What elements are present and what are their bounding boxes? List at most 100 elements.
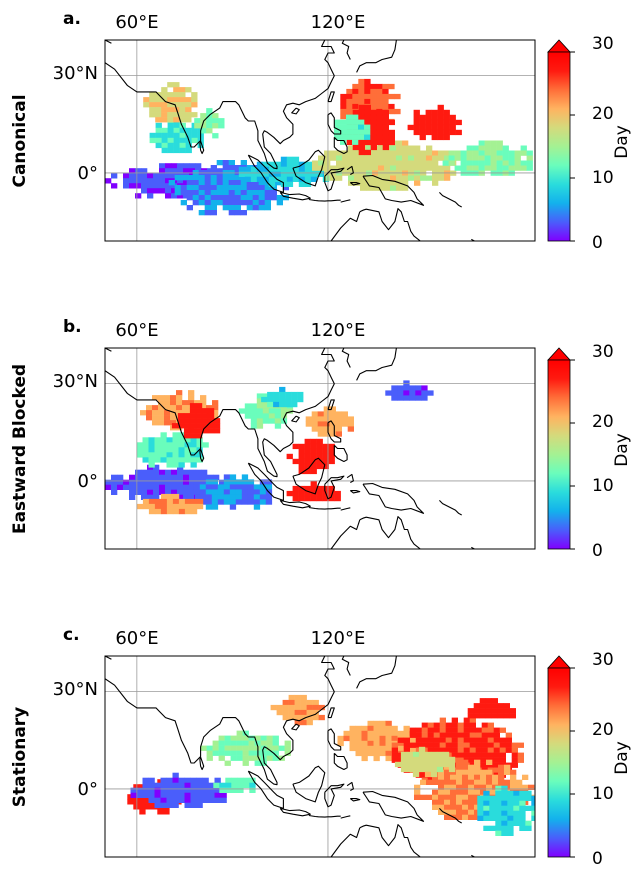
data-cell bbox=[189, 474, 196, 480]
data-cell bbox=[171, 193, 178, 199]
data-cell bbox=[491, 703, 498, 709]
data-cell bbox=[456, 774, 463, 780]
data-cell bbox=[159, 188, 166, 194]
data-cell bbox=[262, 418, 270, 424]
data-cell bbox=[193, 484, 201, 490]
data-cell bbox=[426, 175, 433, 181]
data-cell bbox=[286, 156, 294, 162]
data-cell bbox=[337, 735, 344, 742]
data-cell bbox=[352, 103, 359, 110]
row-label: Stationary bbox=[10, 707, 30, 808]
data-cell bbox=[237, 777, 244, 783]
data-cell bbox=[456, 804, 463, 810]
colorbar-extend-arrow bbox=[547, 655, 571, 669]
data-cell bbox=[432, 789, 439, 795]
data-cell bbox=[358, 149, 365, 156]
data-cell bbox=[456, 759, 463, 765]
data-cell bbox=[185, 87, 192, 93]
data-cell bbox=[424, 761, 432, 768]
data-cell bbox=[280, 171, 288, 177]
data-cell bbox=[388, 103, 395, 110]
data-cell bbox=[391, 735, 398, 742]
data-cell bbox=[304, 171, 312, 177]
data-cell bbox=[159, 178, 166, 184]
data-cell bbox=[240, 160, 247, 166]
data-cell bbox=[436, 751, 444, 758]
data-cell bbox=[329, 426, 336, 432]
coastline bbox=[324, 167, 345, 192]
data-cell bbox=[373, 745, 380, 752]
data-cell bbox=[310, 453, 317, 460]
data-cell bbox=[159, 173, 166, 179]
data-cell bbox=[268, 413, 276, 419]
data-cell bbox=[210, 190, 217, 196]
data-cell bbox=[222, 180, 229, 186]
data-cell bbox=[189, 163, 196, 169]
data-cell bbox=[266, 740, 273, 746]
data-cell bbox=[496, 155, 503, 161]
data-cell bbox=[159, 489, 166, 495]
data-cell bbox=[264, 200, 271, 206]
data-cell bbox=[252, 205, 259, 211]
data-cell bbox=[172, 457, 179, 463]
data-cell bbox=[409, 390, 416, 396]
coastline bbox=[199, 140, 205, 155]
data-cell bbox=[187, 494, 195, 500]
data-cell bbox=[396, 175, 403, 181]
data-cell bbox=[358, 98, 365, 105]
data-cell bbox=[242, 735, 249, 741]
data-cell bbox=[158, 405, 165, 411]
data-cell bbox=[210, 175, 217, 181]
map-area bbox=[104, 39, 536, 242]
lat-tick-label: 30°N bbox=[53, 63, 98, 84]
data-cell bbox=[310, 485, 317, 492]
data-cell bbox=[487, 752, 494, 758]
data-cell bbox=[217, 499, 225, 505]
data-cell bbox=[425, 114, 432, 121]
data-cell bbox=[505, 737, 512, 743]
data-cell bbox=[222, 165, 229, 171]
data-cell bbox=[172, 503, 180, 510]
colorbar-tick-label: 30 bbox=[592, 342, 614, 362]
data-cell bbox=[195, 408, 203, 414]
data-cell bbox=[153, 178, 160, 184]
data-cell bbox=[190, 457, 197, 463]
data-cell bbox=[448, 150, 455, 156]
data-cell bbox=[230, 735, 237, 741]
data-cell bbox=[501, 830, 508, 836]
data-cell bbox=[161, 112, 168, 118]
data-cell bbox=[147, 479, 154, 485]
data-cell bbox=[414, 180, 421, 186]
data-cell bbox=[379, 750, 386, 757]
data-cell bbox=[274, 171, 282, 177]
data-cell bbox=[291, 396, 298, 403]
data-cell bbox=[415, 390, 422, 396]
data-cell bbox=[444, 779, 451, 785]
data-cell bbox=[508, 150, 515, 156]
data-cell bbox=[300, 719, 307, 726]
data-cell bbox=[179, 117, 186, 123]
data-cell bbox=[204, 185, 211, 191]
data-cell bbox=[376, 129, 383, 136]
colorbar-tick-label: 30 bbox=[592, 34, 614, 54]
data-cell bbox=[481, 747, 488, 753]
data-cell bbox=[414, 784, 421, 790]
data-cell bbox=[274, 413, 282, 419]
data-cell bbox=[246, 200, 253, 206]
data-cell bbox=[348, 155, 355, 161]
data-cell bbox=[376, 134, 383, 141]
data-cell bbox=[195, 494, 202, 500]
data-cell bbox=[284, 745, 291, 751]
data-cell bbox=[478, 150, 485, 156]
data-cell bbox=[154, 782, 161, 788]
data-cell bbox=[194, 118, 201, 124]
data-cell bbox=[492, 784, 499, 790]
data-cell bbox=[222, 185, 229, 191]
data-cell bbox=[360, 180, 367, 186]
data-cell bbox=[323, 411, 330, 417]
data-cell bbox=[364, 139, 371, 146]
data-cell bbox=[178, 782, 185, 788]
data-cell bbox=[262, 393, 270, 399]
data-cell bbox=[147, 193, 154, 199]
